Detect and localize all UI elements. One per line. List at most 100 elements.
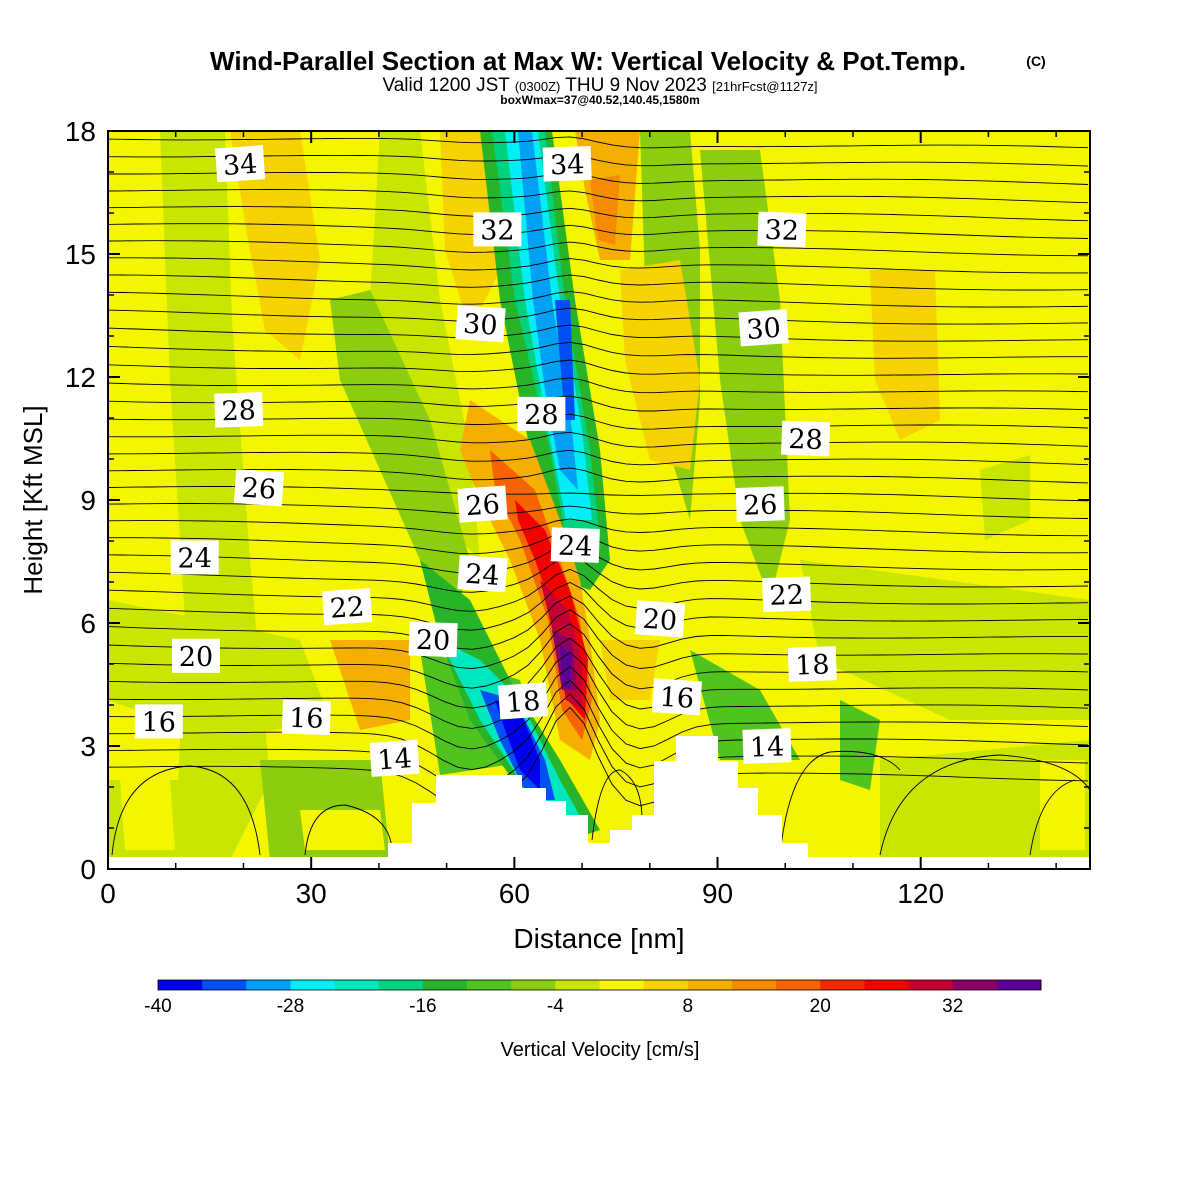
colorbar-swatch	[776, 980, 821, 990]
contour-label: 14	[369, 739, 420, 777]
colorbar-frame	[157, 979, 1042, 991]
isentrope-line	[108, 291, 1089, 308]
colorbar-tick-label: -16	[409, 996, 436, 1017]
isentrope-line	[108, 693, 1089, 791]
contour-label-text: 28	[788, 424, 823, 456]
contour-label: 20	[408, 621, 458, 658]
velocity-region	[870, 270, 940, 440]
velocity-region	[560, 645, 572, 690]
x-tick-label: 120	[897, 878, 944, 909]
contour-label: 16	[651, 678, 703, 716]
isentrope-line	[108, 637, 1089, 710]
contour-label: 26	[457, 485, 508, 523]
isentrope-line	[108, 223, 1089, 239]
isentrope-line	[108, 623, 1089, 690]
contour-label: 14	[742, 728, 792, 764]
colorbar-swatch	[511, 980, 556, 990]
colorbar-swatch	[820, 980, 865, 990]
contour-label: 16	[134, 704, 183, 739]
y-tick-label: 3	[80, 731, 96, 762]
velocity-region	[620, 260, 700, 470]
contour-label-text: 22	[329, 591, 365, 624]
isentrope-line	[108, 172, 1089, 185]
velocity-region	[120, 780, 175, 850]
velocity-region	[555, 300, 575, 420]
isentrope-line	[108, 189, 1089, 204]
contour-label-text: 30	[745, 313, 781, 346]
isentrope-line	[591, 769, 643, 841]
contour-label: 34	[542, 145, 592, 182]
box-wmax-text: boxWmax=37@40.52,140.45,1580m	[500, 93, 700, 107]
velocity-region	[300, 810, 385, 850]
colorbar-label: Vertical Velocity [cm/s]	[501, 1039, 700, 1061]
valid-date: THU 9 Nov 2023	[565, 75, 707, 96]
colorbar-tick-label: 20	[810, 996, 831, 1017]
colorbar-swatch	[908, 980, 954, 990]
contour-label-text: 34	[222, 149, 258, 182]
isentrope-line	[108, 518, 1088, 537]
contour-label: 24	[550, 527, 600, 563]
contour-label-text: 26	[464, 489, 500, 522]
contour-label-text: 16	[142, 707, 176, 738]
colorbar-swatch	[378, 980, 424, 990]
colorbar-swatch	[599, 980, 645, 990]
isentrope-line	[108, 431, 1089, 448]
chart-title-mark: (C)	[1026, 53, 1045, 69]
isentrope-line	[108, 413, 1089, 430]
isentrope-line	[108, 665, 1089, 750]
velocity-region	[495, 700, 540, 790]
contour-label-text: 14	[749, 731, 784, 763]
velocity-region	[980, 455, 1030, 540]
y-axis-label: Height [Kft MSL]	[18, 405, 48, 594]
isentrope-line	[108, 377, 1089, 394]
colorbar-swatch	[731, 980, 777, 990]
colorbar-swatch	[202, 980, 247, 990]
velocity-region	[800, 560, 1090, 720]
contour-label-text: 26	[743, 490, 778, 522]
contour-label-text: 22	[769, 580, 804, 612]
colorbar-swatch	[996, 980, 1042, 990]
contour-label-text: 26	[241, 473, 277, 506]
contour-label-text: 32	[480, 215, 514, 246]
contour-label: 16	[281, 699, 331, 736]
contour-label: 20	[634, 600, 686, 638]
isentrope-line	[108, 136, 1089, 149]
isentrope-line	[108, 307, 1089, 325]
colorbar: -40 -28 -16 -4 8 20 32	[144, 979, 1042, 1017]
plot-area: 34 34 32 32 30 30 28 28 28 26 26 26 24 24 24 22 22 20 20 20…	[108, 131, 1090, 869]
y-tick-label: 0	[80, 854, 96, 885]
isentrope-line	[108, 568, 1089, 612]
contour-label-text: 16	[289, 703, 324, 735]
y-tick-label: 9	[80, 485, 96, 516]
y-tick-label: 12	[65, 362, 96, 393]
isentrope-line	[108, 556, 1089, 593]
colorbar-swatch	[158, 980, 203, 990]
colorbar-swatch	[334, 980, 380, 990]
isentrope-line	[108, 341, 1088, 359]
isentrope-line	[108, 359, 1089, 376]
velocity-region	[330, 640, 410, 730]
contour-label-text: 20	[415, 625, 450, 657]
colorbar-swatch	[952, 980, 998, 990]
contour-label: 32	[757, 211, 807, 248]
contour-label: 28	[214, 391, 264, 428]
velocity-region	[230, 131, 320, 360]
isentrope-line	[108, 324, 1089, 342]
contour-label-text: 14	[376, 743, 412, 776]
colorbar-tick-label: 8	[683, 996, 694, 1017]
isentrope-line	[108, 257, 1088, 274]
velocity-region	[370, 131, 480, 560]
isentrope-line	[111, 765, 261, 856]
isentrope-line	[1029, 779, 1076, 856]
forecast-info: [21hrFcst@1127z]	[712, 79, 817, 94]
velocity-region	[590, 175, 620, 245]
contour-label: 24	[170, 540, 219, 575]
chart-subtitle: Valid 1200 JST (0300Z) THU 9 Nov 2023 [2…	[382, 75, 817, 96]
isentrope-line	[108, 706, 1089, 812]
contour-label-text: 28	[524, 400, 558, 431]
y-tick-label: 15	[65, 239, 96, 270]
isentrope-line	[108, 651, 1089, 730]
contour-label: 18	[497, 682, 549, 720]
colorbar-swatch	[467, 980, 512, 990]
contour-label-text: 28	[221, 395, 256, 427]
